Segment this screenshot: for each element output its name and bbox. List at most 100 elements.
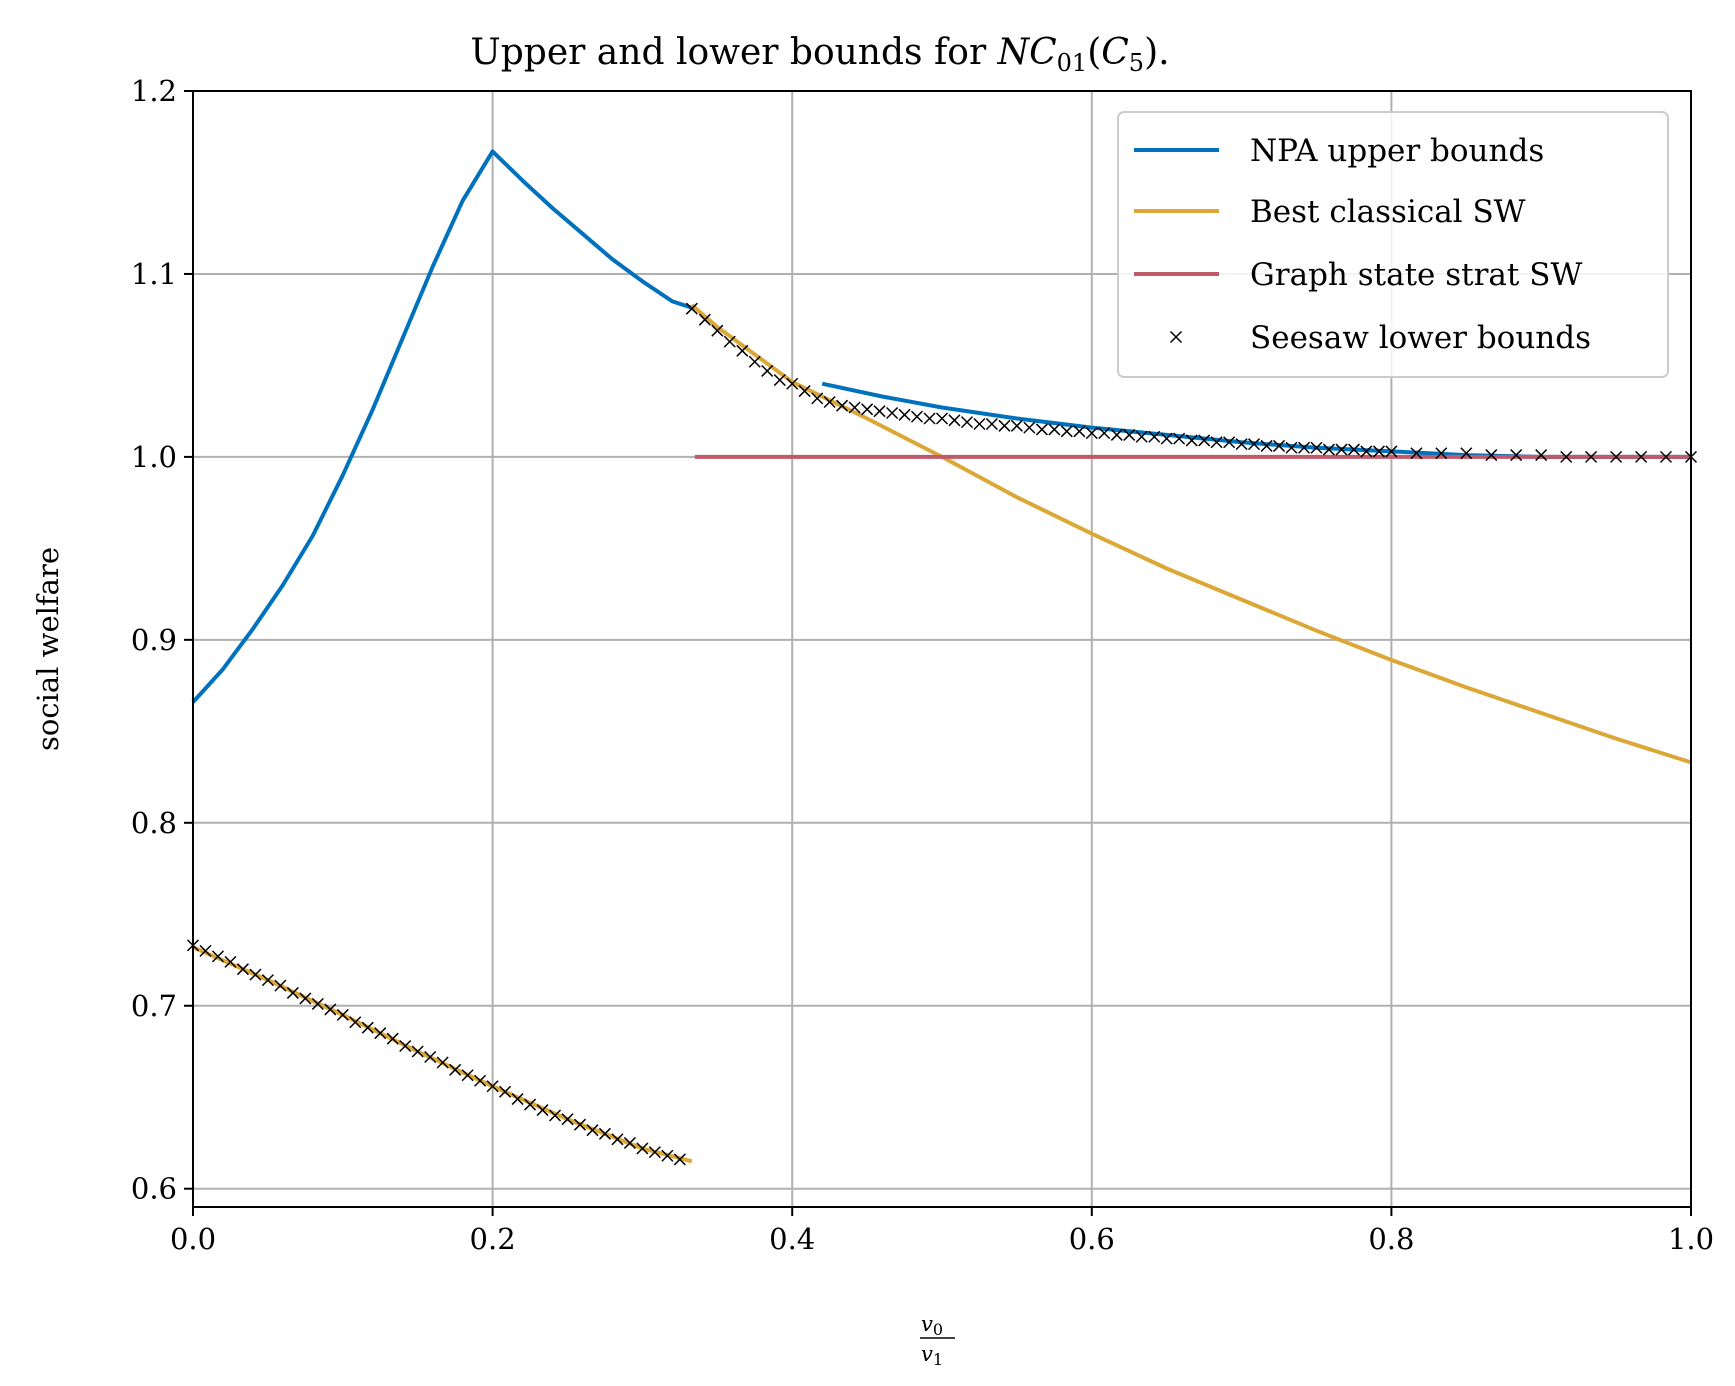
- chart-title-math-c: C: [1101, 32, 1129, 73]
- series-line-npa-upper-bounds-segment-0: [191, 149, 696, 704]
- x-tick-label: 0.6: [1069, 1222, 1115, 1256]
- seesaw-marker: [910, 410, 924, 423]
- seesaw-marker: [736, 344, 749, 357]
- legend: NPA upper bounds Best classical SW Graph…: [1117, 111, 1669, 378]
- seesaw-marker: [1135, 430, 1148, 443]
- seesaw-marker: [661, 1149, 674, 1162]
- chart-title-math-sub5: 5: [1129, 49, 1144, 77]
- seesaw-marker: [636, 1142, 649, 1155]
- seesaw-marker: [436, 1056, 449, 1069]
- x-tick-label: 1.0: [1668, 1222, 1714, 1256]
- seesaw-marker: [1210, 436, 1223, 449]
- seesaw-marker: [1510, 449, 1523, 462]
- x-numerator-v: v: [921, 1312, 933, 1336]
- x-denominator-sub: 1: [933, 1350, 943, 1369]
- seesaw-marker: [1285, 441, 1298, 454]
- seesaw-marker: [336, 1008, 349, 1021]
- seesaw-marker: [1073, 425, 1086, 438]
- seesaw-marker: [1010, 419, 1023, 432]
- seesaw-marker: [1410, 447, 1423, 460]
- seesaw-marker: [1298, 441, 1311, 454]
- seesaw-marker: [923, 412, 936, 425]
- seesaw-marker: [1110, 428, 1123, 441]
- chart-title-math-close: ).: [1144, 32, 1170, 73]
- seesaw-marker: [1223, 436, 1236, 449]
- seesaw-marker: [474, 1074, 487, 1087]
- chart-title-math-sub01: 01: [1057, 49, 1088, 77]
- seesaw-marker: [399, 1039, 412, 1053]
- legend-label-graph-state: Graph state strat SW: [1250, 257, 1582, 293]
- seesaw-marker: [1460, 447, 1473, 460]
- seesaw-marker: [748, 355, 761, 368]
- legend-label-seesaw: Seesaw lower bounds: [1250, 320, 1591, 356]
- seesaw-marker: [811, 392, 824, 405]
- seesaw-marker: [261, 974, 274, 987]
- seesaw-marker: [798, 385, 811, 398]
- seesaw-marker: [886, 406, 899, 420]
- seesaw-marker: [1335, 443, 1348, 456]
- seesaw-marker: [224, 955, 237, 968]
- seesaw-marker: [449, 1063, 462, 1076]
- seesaw-marker: [311, 997, 324, 1010]
- y-axis-label: social welfare: [31, 547, 65, 751]
- x-axis-label: v0 v1: [920, 1312, 955, 1369]
- seesaw-marker: [598, 1127, 611, 1140]
- seesaw-marker: [1198, 434, 1211, 447]
- seesaw-marker: [561, 1113, 574, 1126]
- seesaw-marker: [1185, 434, 1198, 447]
- seesaw-marker: [960, 416, 974, 429]
- seesaw-marker: [1098, 427, 1111, 440]
- seesaw-marker: [1372, 445, 1385, 458]
- x-tick-label: 0.2: [470, 1222, 516, 1256]
- legend-swatch-seesaw: [1169, 330, 1183, 344]
- seesaw-marker: [361, 1021, 374, 1034]
- seesaw-marker: [386, 1032, 399, 1045]
- seesaw-marker: [1148, 430, 1161, 443]
- seesaw-marker: [1360, 445, 1373, 458]
- seesaw-marker: [424, 1050, 437, 1064]
- seesaw-marker: [1023, 421, 1036, 434]
- seesaw-marker: [1235, 438, 1248, 451]
- chart-title-math-open: (: [1087, 32, 1101, 73]
- chart-title-prefix: Upper and lower bounds for: [470, 32, 997, 73]
- y-tick-label: 1.1: [131, 257, 177, 291]
- seesaw-marker: [511, 1093, 524, 1106]
- seesaw-marker: [836, 399, 849, 412]
- seesaw-marker: [723, 335, 736, 348]
- y-tick-label: 0.6: [131, 1172, 177, 1206]
- y-tick-label: 1.2: [131, 74, 177, 108]
- tick-layer: 0.0 0.2 0.4 0.6 0.8 1.0 0.6 0.7 0.8 0.9 1.0 1.1 1.2: [131, 74, 1714, 1256]
- seesaw-marker: [1248, 438, 1261, 451]
- x-numerator-sub: 0: [933, 1320, 943, 1339]
- seesaw-marker: [1322, 443, 1335, 456]
- seesaw-marker: [411, 1045, 424, 1058]
- seesaw-marker: [1123, 428, 1136, 441]
- seesaw-marker: [1173, 432, 1186, 445]
- seesaw-marker: [324, 1003, 337, 1016]
- marker-layer: [186, 302, 1698, 1166]
- seesaw-marker: [673, 1153, 686, 1166]
- seesaw-marker: [761, 364, 774, 377]
- seesaw-marker: [948, 414, 961, 427]
- x-denominator-v: v: [921, 1342, 933, 1366]
- seesaw-marker: [1048, 423, 1061, 436]
- seesaw-marker: [1435, 447, 1448, 460]
- seesaw-marker: [985, 417, 998, 431]
- seesaw-marker: [573, 1118, 587, 1131]
- seesaw-marker: [349, 1016, 362, 1029]
- legend-marker-seesaw: [1169, 330, 1183, 344]
- seesaw-marker: [1160, 432, 1173, 445]
- seesaw-marker: [274, 979, 287, 992]
- seesaw-marker: [786, 377, 799, 390]
- seesaw-marker: [374, 1027, 387, 1040]
- seesaw-marker: [1085, 427, 1098, 440]
- y-tick-label: 0.9: [131, 623, 177, 657]
- seesaw-marker: [486, 1080, 499, 1093]
- seesaw-marker: [973, 417, 986, 431]
- legend-label-classical: Best classical SW: [1250, 194, 1526, 230]
- seesaw-marker: [1273, 439, 1286, 452]
- seesaw-marker: [1535, 449, 1548, 462]
- plot-frame: [192, 90, 1692, 1208]
- seesaw-marker: [548, 1109, 562, 1122]
- seesaw-marker: [648, 1146, 661, 1159]
